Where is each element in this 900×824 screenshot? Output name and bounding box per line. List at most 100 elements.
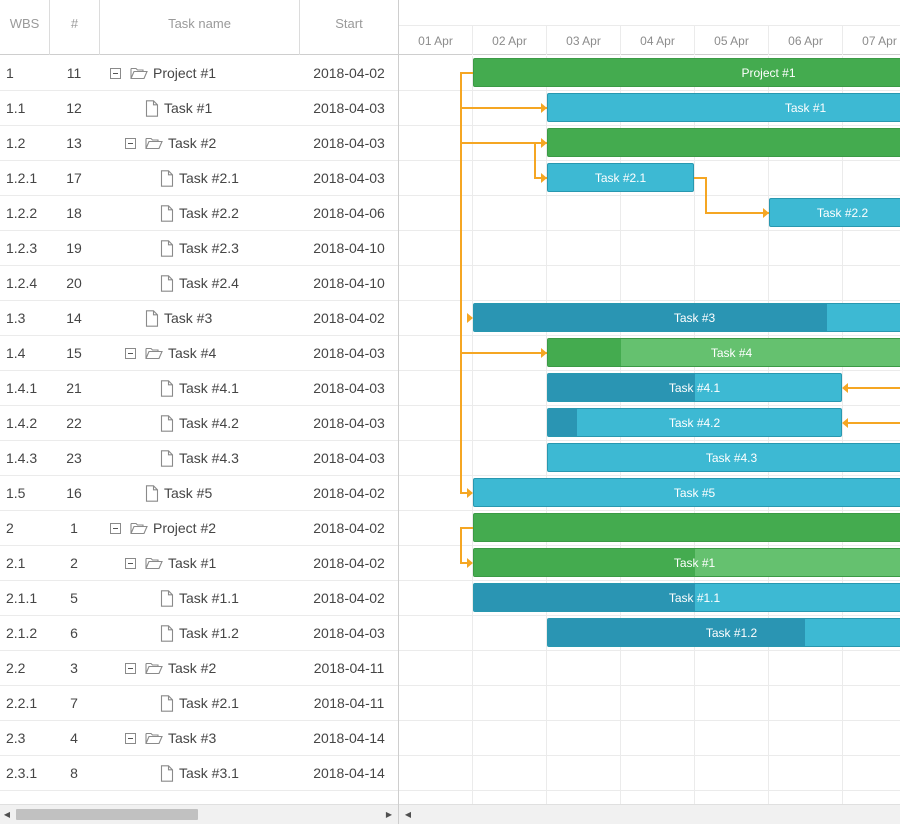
grid-row[interactable]: 2.1 2 Task #1 2018-04-02 <box>0 546 398 581</box>
column-header-task-name[interactable]: Task name <box>100 0 300 55</box>
task-name-label: Task #4.3 <box>179 450 239 466</box>
grid-row[interactable]: 1.2.2 18 Task #2.2 2018-04-06 <box>0 196 398 231</box>
collapse-toggle-icon[interactable] <box>110 67 121 79</box>
grid-row[interactable]: 1.4 15 Task #4 2018-04-03 <box>0 336 398 371</box>
task-bar[interactable]: Task #2.1 <box>547 163 694 192</box>
project-bar[interactable] <box>547 128 900 157</box>
task-bar[interactable]: Task #2.2 <box>769 198 900 227</box>
scroll-right-arrow-icon[interactable]: ▶ <box>385 810 393 819</box>
scrollbar-thumb[interactable] <box>16 809 198 820</box>
task-progress-fill <box>474 584 695 611</box>
grid-row[interactable]: 1.5 16 Task #5 2018-04-02 <box>0 476 398 511</box>
grid-row[interactable]: 1 11 Project #1 2018-04-02 <box>0 56 398 91</box>
scale-day-cell: 02 Apr <box>473 26 547 55</box>
timeline-row <box>399 56 900 91</box>
grid-header: WBS # Task name Start <box>0 0 398 55</box>
grid-row[interactable]: 2 1 Project #2 2018-04-02 <box>0 511 398 546</box>
collapse-toggle-icon[interactable] <box>125 557 136 569</box>
task-name-cell: Task #2.2 <box>100 196 298 230</box>
timeline-row <box>399 231 900 266</box>
chart-horizontal-scrollbar[interactable]: ◀ <box>399 804 900 824</box>
grid-row[interactable]: 2.3 4 Task #3 2018-04-14 <box>0 721 398 756</box>
start-date-cell: 2018-04-11 <box>313 695 385 711</box>
grid-row[interactable]: 1.4.2 22 Task #4.2 2018-04-03 <box>0 406 398 441</box>
start-date-cell: 2018-04-14 <box>313 765 385 781</box>
bar-label <box>548 129 900 156</box>
wbs-cell: 2.1.2 <box>6 625 38 641</box>
task-bar[interactable]: Task #4.2 <box>547 408 842 437</box>
collapse-toggle-icon[interactable] <box>125 137 136 149</box>
column-header-wbs[interactable]: WBS <box>0 0 50 55</box>
collapse-toggle-icon[interactable] <box>110 522 121 534</box>
number-cell: 20 <box>66 275 82 291</box>
grid-row[interactable]: 1.2.1 17 Task #2.1 2018-04-03 <box>0 161 398 196</box>
timeline-row <box>399 686 900 721</box>
timeline-row <box>399 126 900 161</box>
timeline-row <box>399 196 900 231</box>
grid-row[interactable] <box>0 791 398 804</box>
task-bar[interactable]: Task #4.3 <box>547 443 900 472</box>
timeline-day-gridline <box>842 56 843 804</box>
grid-row[interactable]: 1.2.3 19 Task #2.3 2018-04-10 <box>0 231 398 266</box>
grid-row[interactable]: 2.3.1 8 Task #3.1 2018-04-14 <box>0 756 398 791</box>
bar-label: Task #5 <box>673 485 716 500</box>
column-header-start[interactable]: Start <box>300 0 398 55</box>
grid-row[interactable]: 1.4.1 21 Task #4.1 2018-04-03 <box>0 371 398 406</box>
project-bar[interactable] <box>473 513 900 542</box>
grid-row[interactable]: 2.1.2 6 Task #1.2 2018-04-03 <box>0 616 398 651</box>
grid-row[interactable]: 1.2 13 Task #2 2018-04-03 <box>0 126 398 161</box>
task-bar[interactable]: Task #5 <box>473 478 900 507</box>
task-name-cell: Task #3 <box>100 301 298 335</box>
bar-label: Task #4.3 <box>705 450 758 465</box>
start-date-cell: 2018-04-02 <box>313 485 385 501</box>
task-bar[interactable]: Task #4.1 <box>547 373 842 402</box>
task-name-label: Task #2 <box>168 660 217 676</box>
grid-row[interactable]: 1.2.4 20 Task #2.4 2018-04-10 <box>0 266 398 301</box>
task-name-label: Task #5 <box>164 485 213 501</box>
task-progress-fill <box>548 409 578 436</box>
column-header-number[interactable]: # <box>50 0 100 55</box>
column-header-label: WBS <box>9 16 40 31</box>
grid-row[interactable]: 2.2.1 7 Task #2.1 2018-04-11 <box>0 686 398 721</box>
timeline-row <box>399 406 900 441</box>
start-date-cell: 2018-04-06 <box>313 205 385 221</box>
project-bar[interactable]: Project #1 <box>473 58 900 87</box>
start-date-cell: 2018-04-02 <box>313 555 385 571</box>
task-bar[interactable]: Task #1 <box>547 93 900 122</box>
wbs-cell: 2.1.1 <box>6 590 38 606</box>
file-icon <box>160 169 174 187</box>
wbs-cell: 1.3 <box>6 310 26 326</box>
wbs-cell: 1.2.3 <box>6 240 38 256</box>
scale-day-cell: 01 Apr <box>399 26 473 55</box>
task-name-cell: Project #2 <box>100 511 298 545</box>
grid-row[interactable]: 1.4.3 23 Task #4.3 2018-04-03 <box>0 441 398 476</box>
collapse-toggle-icon[interactable] <box>125 662 136 674</box>
wbs-cell: 2.2.1 <box>6 695 38 711</box>
task-bar[interactable]: Task #1.1 <box>473 583 900 612</box>
scale-day-cell: 06 Apr <box>769 26 843 55</box>
timeline-scale: 01 Apr 02 Apr 03 Apr 04 Apr 05 Apr 06 Apr 07 A… <box>399 26 900 55</box>
collapse-toggle-icon[interactable] <box>125 732 136 744</box>
task-bar[interactable]: Task #3 <box>473 303 900 332</box>
grid-chart-resizer[interactable] <box>398 0 399 824</box>
scroll-left-arrow-icon[interactable]: ◀ <box>3 810 11 819</box>
bar-label: Task #2.2 <box>816 205 869 220</box>
collapse-toggle-icon[interactable] <box>125 347 136 359</box>
grid-row[interactable]: 2.1.1 5 Task #1.1 2018-04-02 <box>0 581 398 616</box>
timeline-row <box>399 476 900 511</box>
task-bar[interactable]: Task #1.2 <box>547 618 900 647</box>
grid-row[interactable]: 1.3 14 Task #3 2018-04-02 <box>0 301 398 336</box>
wbs-cell: 1.2.4 <box>6 275 38 291</box>
file-icon <box>160 274 174 292</box>
timeline-row <box>399 441 900 476</box>
task-name-label: Task #2.3 <box>179 240 239 256</box>
wbs-cell: 1.2 <box>6 135 26 151</box>
grid-horizontal-scrollbar[interactable]: ◀ ▶ <box>0 804 398 824</box>
scroll-left-arrow-icon[interactable]: ◀ <box>404 810 412 819</box>
grid-row[interactable]: 1.1 12 Task #1 2018-04-03 <box>0 91 398 126</box>
grid-row[interactable]: 2.2 3 Task #2 2018-04-11 <box>0 651 398 686</box>
wbs-cell: 1.2.1 <box>6 170 38 186</box>
task-bar[interactable]: Task #1 <box>473 548 900 577</box>
timeline-row <box>399 301 900 336</box>
task-bar[interactable]: Task #4 <box>547 338 900 367</box>
